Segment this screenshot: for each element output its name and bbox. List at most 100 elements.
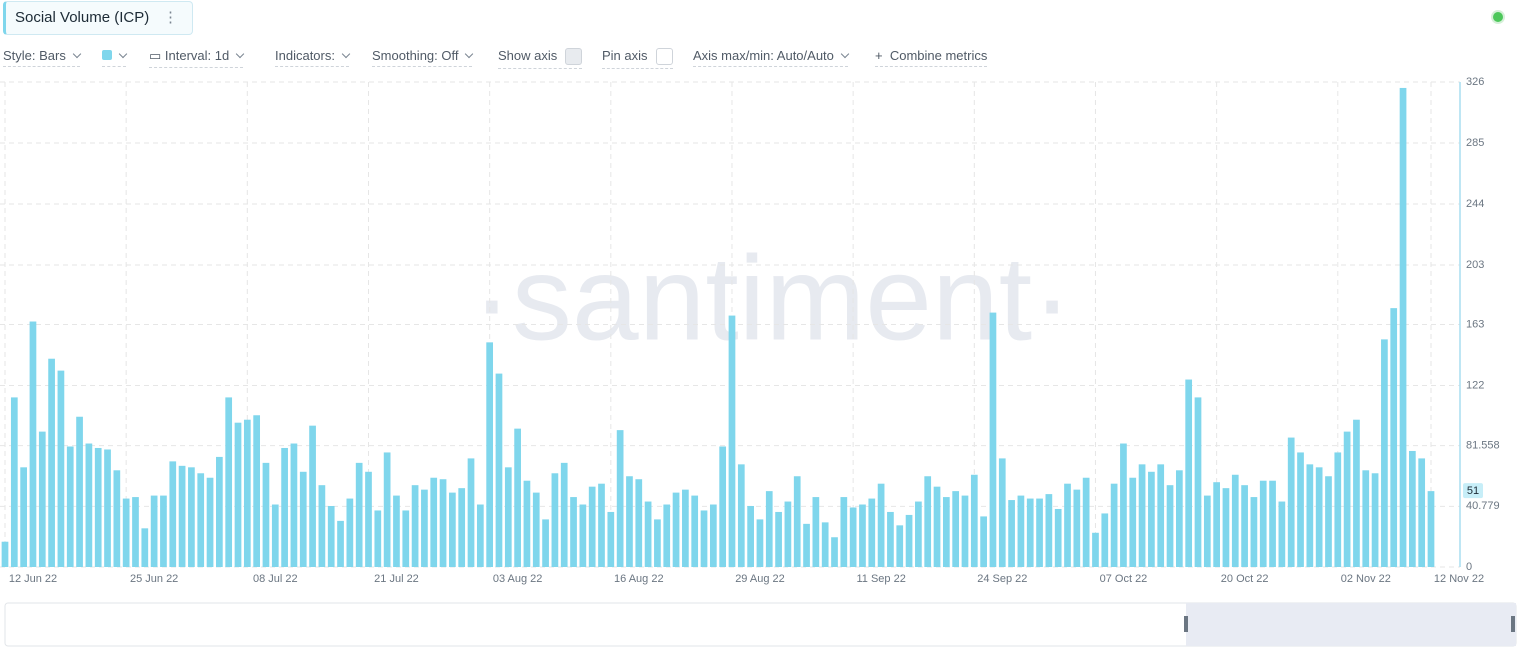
bar: [225, 397, 233, 567]
bar: [812, 497, 820, 567]
bar: [1129, 477, 1137, 567]
color-select[interactable]: [102, 48, 128, 67]
bar: [346, 498, 354, 567]
bar: [38, 431, 46, 567]
y-tick-label: 81.558: [1466, 440, 1500, 452]
bar: [337, 520, 344, 567]
bar: [775, 511, 782, 567]
bar: [1371, 473, 1379, 567]
bar: [1026, 498, 1034, 567]
bar: [141, 528, 149, 567]
bar: [206, 477, 214, 567]
bar: [29, 321, 37, 567]
bar: [905, 514, 913, 567]
axis-range-label: Axis max/min: Auto/Auto: [693, 48, 834, 63]
pin-axis-toggle[interactable]: Pin axis: [602, 48, 673, 70]
style-label: Style: Bars: [3, 48, 66, 63]
metric-name: Social Volume (ICP): [15, 9, 150, 26]
bar: [849, 507, 857, 567]
navigator-handle[interactable]: [1184, 616, 1188, 632]
navigator-selection[interactable]: [1186, 603, 1516, 646]
bar: [327, 506, 335, 567]
bar: [411, 485, 419, 567]
bar: [495, 373, 503, 567]
bar: [1269, 480, 1276, 567]
bar: [896, 525, 904, 567]
bar: [1306, 464, 1314, 567]
indicators-select[interactable]: Indicators:: [275, 48, 351, 67]
menu-dots[interactable]: ⋮: [163, 9, 178, 26]
bar: [439, 479, 447, 567]
bar: [877, 483, 885, 567]
last-value-badge: [1463, 483, 1483, 499]
bar: [672, 492, 680, 567]
bar: [682, 489, 689, 567]
bar: [365, 471, 372, 567]
bar: [1138, 464, 1146, 567]
bar: [393, 495, 400, 567]
bar: [467, 458, 475, 567]
bar: [85, 443, 93, 567]
axis-range-select[interactable]: Axis max/min: Auto/Auto: [693, 48, 850, 67]
bar: [765, 491, 773, 567]
bar: [691, 495, 699, 567]
interval-select[interactable]: ▭ Interval: 1d: [149, 48, 245, 68]
x-tick-label: 03 Aug 22: [493, 573, 543, 585]
bar: [1399, 87, 1407, 567]
bar: [1362, 470, 1370, 567]
combine-button[interactable]: + Combine metrics: [875, 48, 988, 67]
navigator-handle[interactable]: [1511, 616, 1515, 632]
bar: [458, 488, 466, 567]
x-tick-label: 12 Nov 22: [1434, 573, 1484, 585]
bar: [961, 495, 969, 567]
y-tick-label: 244: [1466, 198, 1484, 210]
bar: [1409, 450, 1416, 567]
bar: [1390, 308, 1398, 567]
pin-axis-label: Pin axis: [602, 48, 648, 63]
bar: [747, 506, 754, 567]
show-axis-label: Show axis: [498, 48, 558, 63]
bar: [970, 474, 978, 567]
bar: [318, 485, 326, 567]
bar: [1241, 485, 1248, 567]
bar: [1157, 464, 1165, 567]
y-tick-label: 40.779: [1466, 500, 1500, 512]
bar: [1092, 532, 1099, 567]
bar: [299, 471, 307, 567]
bar: [20, 467, 27, 567]
bar: [663, 504, 671, 567]
bar: [1082, 477, 1090, 567]
y-tick-label: 0: [1466, 561, 1472, 573]
bar: [94, 447, 102, 567]
bar: [383, 452, 391, 567]
bar: [1259, 480, 1267, 567]
bar: [76, 416, 83, 567]
smoothing-select[interactable]: Smoothing: Off: [372, 48, 474, 67]
bar: [989, 312, 997, 567]
bar: [840, 497, 848, 567]
metric-title[interactable]: Social Volume (ICP) ⋮: [3, 1, 193, 35]
bar: [57, 370, 65, 567]
bar: [104, 449, 111, 567]
x-tick-label: 12 Jun 22: [9, 573, 57, 585]
bar: [1343, 431, 1351, 567]
bar: [1110, 483, 1118, 567]
x-tick-label: 25 Jun 22: [130, 573, 178, 585]
bar: [1194, 397, 1202, 567]
x-tick-label: 07 Oct 22: [1100, 573, 1148, 585]
style-select[interactable]: Style: Bars: [3, 48, 82, 67]
bar: [1, 541, 9, 567]
bar: [635, 479, 643, 567]
x-tick-label: 16 Aug 22: [614, 573, 664, 585]
bar: [737, 464, 745, 567]
smoothing-label: Smoothing: Off: [372, 48, 459, 63]
show-axis-toggle[interactable]: Show axis: [498, 48, 583, 70]
bar: [1213, 482, 1220, 567]
bar: [66, 446, 74, 567]
bar: [700, 510, 708, 567]
bar: [132, 497, 139, 567]
bar: [570, 497, 577, 567]
bar: [1427, 491, 1435, 567]
bar: [542, 519, 549, 567]
